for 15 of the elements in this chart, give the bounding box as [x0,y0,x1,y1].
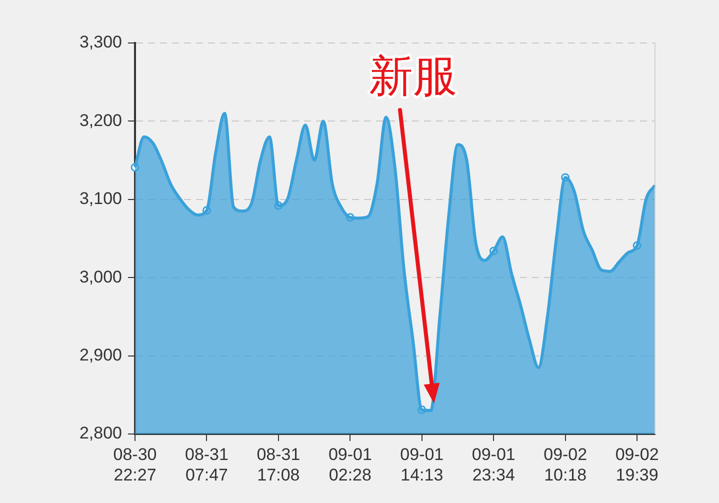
y-tick-label: 3,200 [79,110,122,130]
y-tick-label: 3,300 [79,32,122,52]
x-tick-label: 09-01 14:13 [400,444,444,484]
x-tick-label: 09-01 23:34 [472,444,516,484]
y-tick-label: 2,800 [79,424,122,443]
x-tick-label: 09-02 10:18 [544,444,588,484]
y-tick-label: 2,900 [79,345,122,364]
annotation: 新服 [368,52,457,102]
x-tick-label: 08-31 07:47 [184,444,228,484]
x-tick-label: 09-02 19:39 [615,444,659,484]
x-tick-label: 08-31 17:08 [256,444,300,484]
x-tick-label: 08-30 22:27 [113,444,157,484]
y-tick-label: 3,000 [79,267,122,286]
y-tick-label: 3,100 [79,189,122,208]
x-tick-label: 09-01 02:28 [328,444,372,484]
